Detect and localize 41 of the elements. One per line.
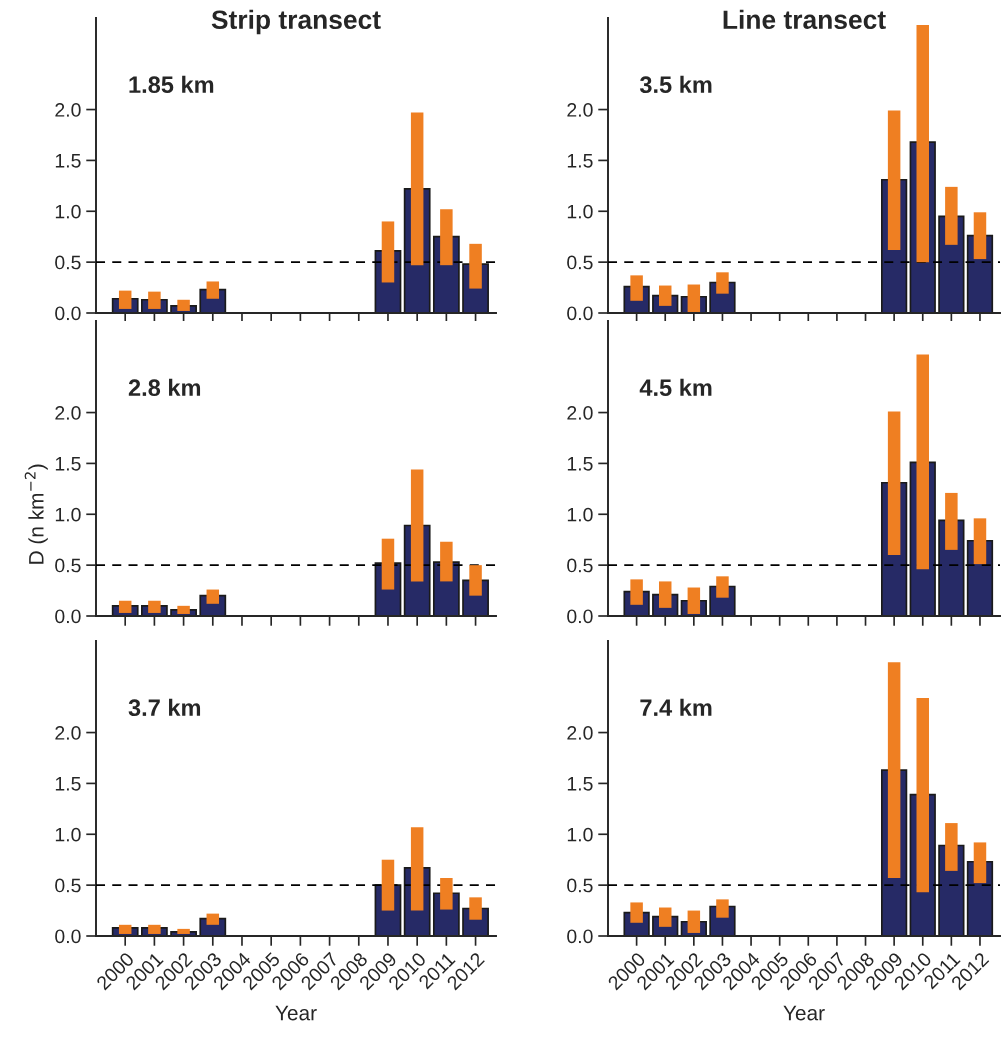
y-tick-label: 1.5 <box>567 457 593 471</box>
x-axis-title: Year <box>783 1005 825 1021</box>
y-tick-label: 1.0 <box>567 507 593 522</box>
y-tick-label: 0.0 <box>567 929 593 944</box>
chart-title: Strip transect <box>211 9 381 35</box>
y-tick-label: 0.0 <box>55 929 81 944</box>
y-tick-label: 0.0 <box>55 609 81 624</box>
y-tick-label: 0.0 <box>567 306 593 321</box>
y-tick-label: 1.0 <box>567 827 593 842</box>
y-tick-label: 2.0 <box>567 103 593 117</box>
text: 7.4 km <box>640 698 712 716</box>
y-tick-label: 1.5 <box>55 154 81 168</box>
text: 3.7 km <box>128 698 201 717</box>
y-tick-label: 2.0 <box>567 726 593 740</box>
y-axis-title: D (n km$^{−2}$) <box>24 464 48 564</box>
chart-title: Line transect <box>723 9 886 30</box>
text: 1.85 km <box>129 75 214 94</box>
y-tick-label: 0.5 <box>55 255 81 270</box>
y-tick-label: 0.0 <box>567 609 593 624</box>
y-tick-label: 0.5 <box>55 878 81 893</box>
y-tick-label: 0.5 <box>55 558 81 573</box>
y-tick-label: 0.5 <box>567 878 593 893</box>
y-tick-label: 1.5 <box>567 777 593 791</box>
y-tick-label: 0.0 <box>55 306 81 321</box>
y-tick-label: 1.5 <box>55 457 81 471</box>
x-axis-title: Year <box>275 1005 317 1021</box>
y-tick-label: 2.0 <box>567 406 593 420</box>
text: 2.8 km <box>128 378 201 397</box>
y-tick-label: 2.0 <box>55 406 81 420</box>
y-tick-label: 1.0 <box>55 204 81 219</box>
text: 4.5 km <box>639 378 712 397</box>
y-tick-label: 1.5 <box>55 777 81 791</box>
y-tick-label: 1.5 <box>567 154 593 168</box>
y-tick-label: 1.0 <box>55 507 81 522</box>
y-tick-label: 2.0 <box>55 726 81 740</box>
y-tick-label: 0.5 <box>567 255 593 270</box>
text: 3.5 km <box>639 75 712 94</box>
y-tick-label: 2.0 <box>55 103 81 117</box>
y-tick-label: 1.0 <box>567 204 593 219</box>
y-tick-label: 1.0 <box>55 827 81 842</box>
y-tick-label: 0.5 <box>567 558 593 573</box>
